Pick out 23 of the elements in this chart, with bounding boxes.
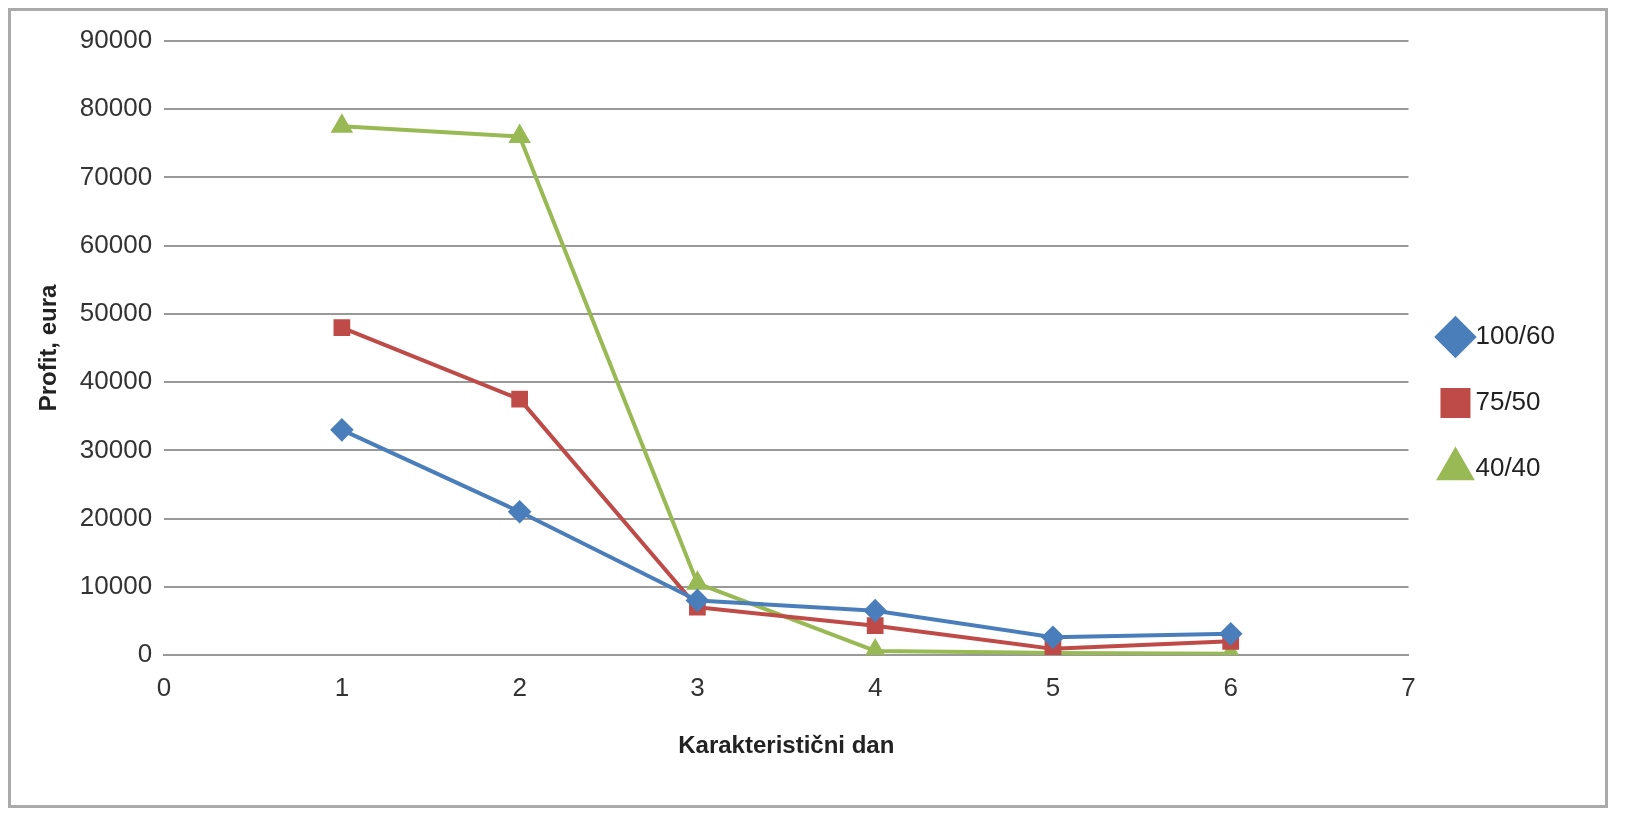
legend-label: 40/40 <box>1475 452 1541 483</box>
y-tick-label: 90000 <box>79 24 153 55</box>
x-tick-label: 7 <box>1401 671 1416 702</box>
x-tick-label: 3 <box>690 671 705 702</box>
x-axis-title: Karakteristični dan <box>678 731 895 759</box>
x-tick-label: 0 <box>156 671 172 702</box>
y-tick-label: 10000 <box>79 569 153 600</box>
y-tick-label: 40000 <box>79 365 153 396</box>
y-tick-label: 30000 <box>79 433 153 464</box>
y-tick-label: 60000 <box>79 228 153 259</box>
y-tick-label: 50000 <box>79 297 153 328</box>
x-tick-label: 4 <box>867 671 883 702</box>
legend-label: 75/50 <box>1475 386 1541 417</box>
x-tick-label: 6 <box>1223 671 1238 702</box>
x-tick-label: 5 <box>1045 671 1061 702</box>
legend-label: 100/60 <box>1475 320 1556 351</box>
y-tick-label: 70000 <box>79 160 153 191</box>
y-tick-label: 0 <box>137 638 153 669</box>
y-axis-title: Profit, eura <box>34 284 62 412</box>
y-tick-label: 20000 <box>79 501 153 532</box>
x-tick-label: 1 <box>334 671 350 702</box>
y-tick-label: 80000 <box>79 92 153 123</box>
x-tick-label: 2 <box>512 671 527 702</box>
